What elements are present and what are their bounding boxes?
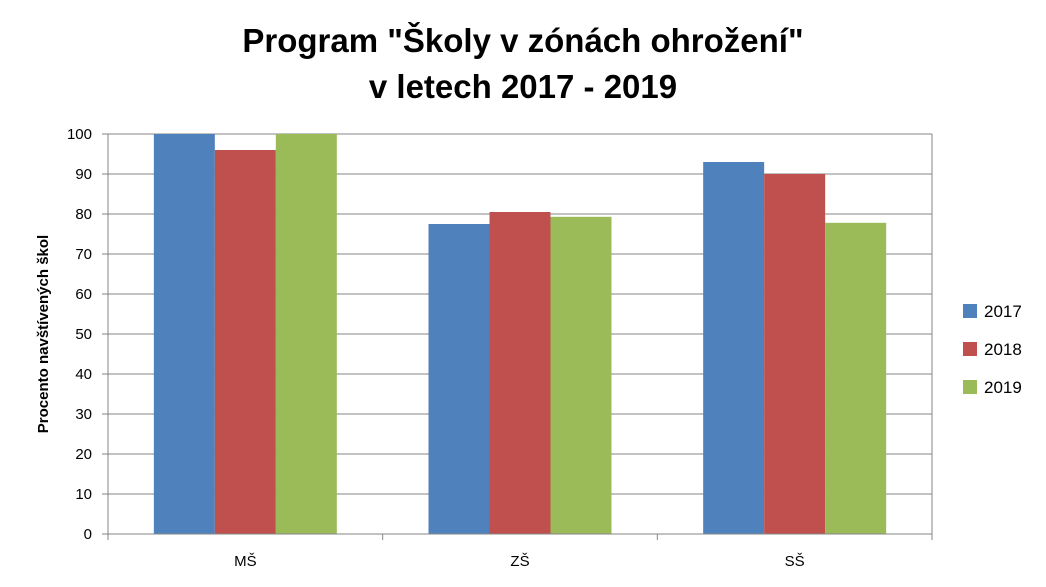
y-tick-label: 50 bbox=[75, 326, 92, 343]
bar-2018-MŠ bbox=[214, 150, 276, 534]
y-tick-label: 0 bbox=[84, 526, 92, 543]
legend-label: 2019 bbox=[984, 378, 1022, 397]
y-tick-label: 20 bbox=[75, 446, 92, 463]
y-tick-label: 80 bbox=[75, 206, 92, 223]
chart-title-line-1: Program "Školy v zónách ohrožení" bbox=[242, 22, 804, 59]
x-category-label: MŠ bbox=[234, 553, 257, 570]
bar-2017-MŠ bbox=[153, 134, 215, 534]
chart-title: Program "Školy v zónách ohrožení" v lete… bbox=[0, 18, 1046, 110]
bar-2017-SŠ bbox=[703, 162, 765, 534]
chart-title-line-2: v letech 2017 - 2019 bbox=[368, 68, 678, 105]
x-category-label: ZŠ bbox=[510, 553, 529, 570]
y-tick-label: 90 bbox=[75, 166, 92, 183]
legend-label: 2017 bbox=[984, 302, 1022, 321]
bar-2017-ZŠ bbox=[428, 224, 490, 534]
y-axis-title: Procento navštívených škol bbox=[35, 235, 52, 433]
y-tick-label: 30 bbox=[75, 406, 92, 423]
y-tick-label: 10 bbox=[75, 486, 92, 503]
axes: 0 10 20 30 40 50 60 70 80 90 100 MŠ ZŠ SŠ Procento nav… bbox=[35, 126, 933, 570]
legend: 2017 2018 2019 bbox=[963, 302, 1022, 397]
bar-2018-SŠ bbox=[764, 174, 826, 534]
legend-label: 2018 bbox=[984, 340, 1022, 359]
bar-2018-ZŠ bbox=[489, 212, 551, 534]
bar-2019-ZŠ bbox=[550, 216, 612, 535]
bar-2019-MŠ bbox=[275, 134, 337, 534]
legend-swatch-2019 bbox=[963, 380, 977, 394]
x-category-label: SŠ bbox=[785, 553, 805, 570]
y-tick-label: 100 bbox=[67, 126, 92, 143]
y-tick-label: 40 bbox=[75, 366, 92, 383]
bar-2019-SŠ bbox=[825, 222, 887, 535]
legend-swatch-2018 bbox=[963, 342, 977, 356]
legend-swatch-2017 bbox=[963, 304, 977, 318]
y-tick-label: 70 bbox=[75, 246, 92, 263]
bars bbox=[153, 134, 887, 535]
y-tick-label: 60 bbox=[75, 286, 92, 303]
